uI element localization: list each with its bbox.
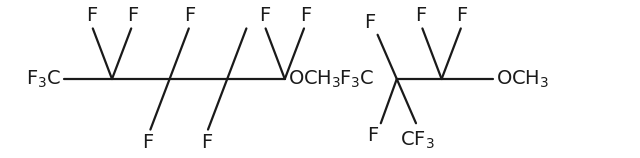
Text: F: F [367, 126, 378, 145]
Text: CF$_3$: CF$_3$ [400, 130, 435, 151]
Text: F: F [300, 6, 311, 25]
Text: F$_3$C: F$_3$C [26, 68, 61, 90]
Text: F: F [415, 6, 427, 25]
Text: OCH$_3$: OCH$_3$ [288, 68, 341, 90]
Text: F: F [364, 13, 376, 32]
Text: F: F [259, 6, 270, 25]
Text: OCH$_3$: OCH$_3$ [496, 68, 549, 90]
Text: F: F [456, 6, 468, 25]
Text: F$_3$C: F$_3$C [339, 68, 374, 90]
Text: F: F [127, 6, 138, 25]
Text: F: F [86, 6, 97, 25]
Text: F: F [201, 133, 212, 152]
Text: F: F [184, 6, 196, 25]
Text: F: F [142, 133, 154, 152]
